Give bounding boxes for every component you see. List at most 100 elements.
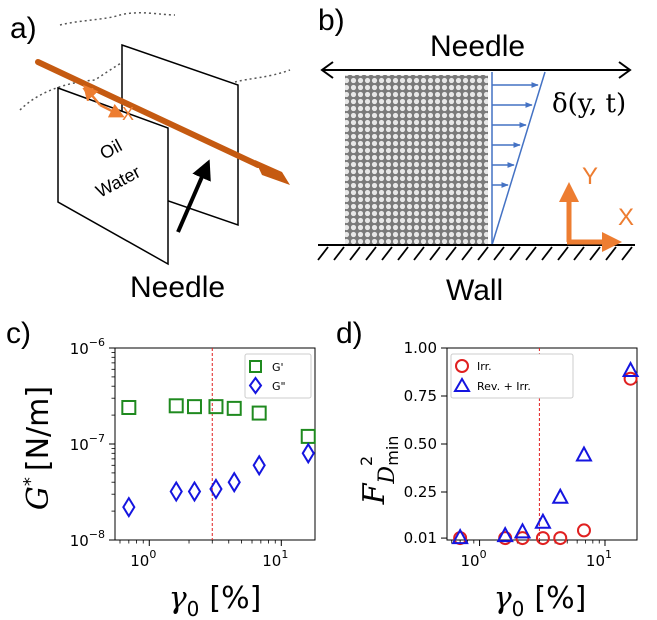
plot-d-ylabel: FD2 min [357, 436, 402, 506]
y-tick-label: 0.01 [404, 529, 437, 547]
needle-label-b: Needle [430, 30, 525, 63]
xlabel-unit: [%] [209, 581, 261, 616]
xlabel-sub: 0 [512, 597, 525, 620]
data-point-triangle [551, 487, 569, 504]
x-tick-base: 10 [586, 552, 605, 570]
y-tick-label: 0.75 [404, 387, 437, 405]
wall-hatch-line [493, 246, 505, 261]
axis-y-arrow-icon [83, 84, 101, 106]
y-tick-exp: −6 [89, 336, 105, 349]
wall-hatch-line [333, 246, 345, 261]
data-point-square [300, 428, 316, 444]
wall-hatch-line [317, 246, 329, 261]
wall-hatch-line [349, 246, 361, 261]
plot-c-xlabel: γ0 [%] [169, 581, 262, 620]
x-tick-label: 100 [461, 548, 487, 570]
needle-label: Needle [130, 271, 225, 304]
ylabel-unit: [N/m] [21, 386, 56, 471]
panel-a: a) Y X Oil Water Needle [10, 12, 291, 304]
ylabel-subsub: min [383, 436, 402, 466]
y-tick-base: 10 [70, 532, 89, 550]
plot-d-legend: Irr. Rev. + Irr. [450, 353, 574, 399]
oil-meniscus-right [234, 69, 291, 83]
wall-hatch-line [477, 246, 489, 261]
displacement-label: δ(y, t) [552, 89, 626, 119]
y-tick-label: 0.25 [404, 483, 437, 501]
x-tick-exp: 0 [149, 548, 156, 561]
xlabel-symbol: γ [169, 581, 187, 616]
panel-b: b) Needle δ(y, t) Wall Y X [317, 4, 635, 307]
plot-c-marks [121, 348, 316, 540]
wall-hatch-line [525, 246, 537, 261]
wall-hatch-line [605, 246, 617, 261]
legend-square-icon [249, 360, 262, 373]
velocity-arrows [492, 82, 539, 188]
wall-hatch-line [589, 246, 601, 261]
legend-series-1: Irr. [477, 360, 492, 373]
y-tick-exp: −7 [89, 432, 105, 445]
ylabel-sub: D [375, 466, 400, 485]
legend-series-2: G" [272, 380, 286, 393]
data-point-triangle [575, 445, 593, 462]
wall-hatch-line [397, 246, 409, 261]
ylabel-main: F [357, 482, 392, 505]
axis-x-arrow-icon [99, 103, 125, 118]
legend-triangle-icon [453, 377, 471, 392]
panel-c-label: c) [6, 317, 31, 350]
axis-x-label-b: X [618, 204, 634, 231]
data-point-square [121, 399, 137, 415]
x-tick-exp: 1 [605, 548, 612, 561]
data-point-diamond [252, 454, 266, 477]
ylabel-symbol: G [21, 486, 56, 510]
data-point-triangle [496, 526, 514, 543]
data-point-circle [535, 531, 550, 546]
axis-x-label: X [122, 104, 134, 124]
data-point-diamond [169, 480, 183, 503]
wall-hatch-line [621, 246, 633, 261]
x-tick-exp: 0 [480, 548, 487, 561]
data-point-triangle [513, 522, 532, 539]
axis-y-label: Y [82, 85, 94, 105]
wall-hatching [317, 246, 633, 261]
wall-hatch-line [413, 246, 425, 261]
particle-monolayer-image [345, 75, 488, 245]
y-tick-label: 10−6 [70, 336, 105, 358]
data-point-diamond [187, 480, 202, 503]
y-tick-label: 10−8 [70, 528, 105, 550]
data-point-square [226, 400, 242, 416]
ylabel-sup2: 2 [357, 456, 376, 466]
xlabel-sub: 0 [187, 597, 200, 620]
data-point-diamond [227, 471, 241, 494]
x-tick-base: 10 [461, 552, 480, 570]
data-point-circle [553, 531, 568, 546]
wall-hatch-line [557, 246, 569, 261]
data-point-circle [576, 523, 591, 538]
data-point-diamond [301, 442, 315, 465]
plot-c-legend: G' G" [244, 353, 312, 399]
plot-d-marks [451, 348, 640, 546]
data-point-circle [623, 371, 638, 386]
needle-left-arrowhead-icon [320, 61, 334, 79]
x-tick-exp: 1 [281, 548, 288, 561]
data-point-diamond [209, 478, 223, 500]
needle-right-arrowhead-icon [618, 61, 632, 79]
wall-label: Wall [446, 274, 503, 307]
wall-hatch-line [509, 246, 521, 261]
legend-series-2: Rev. + Irr. [477, 380, 531, 393]
data-point-diamond [122, 496, 136, 519]
needle-rod [35, 59, 261, 168]
data-point-square [251, 405, 267, 421]
data-point-triangle [534, 512, 552, 529]
legend-circle-icon [455, 359, 469, 373]
panel-b-label: b) [318, 4, 345, 37]
plot-c-ylabel: G* [N/m] [20, 386, 56, 510]
data-point-triangle [451, 527, 469, 545]
wall-hatch-line [429, 246, 441, 261]
oil-meniscus-top [59, 12, 176, 26]
x-tick-label: 100 [130, 548, 156, 570]
legend-box [450, 353, 574, 399]
front-wall-plate [57, 86, 169, 266]
